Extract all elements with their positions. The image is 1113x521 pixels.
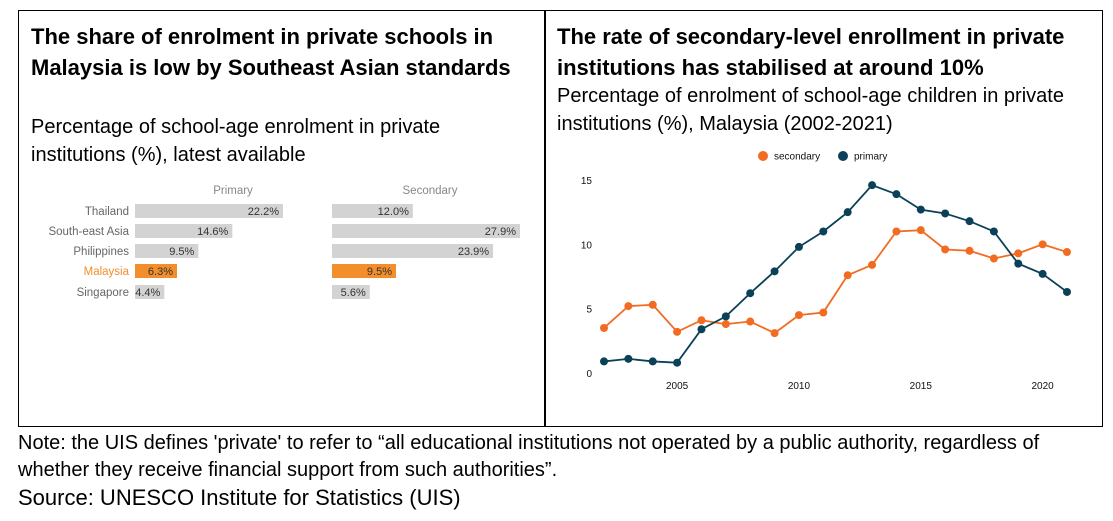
primary-point xyxy=(965,217,974,226)
secondary-point xyxy=(868,260,877,269)
primary-point xyxy=(819,227,828,236)
category-label: Malaysia xyxy=(84,266,130,278)
secondary-point xyxy=(843,271,852,280)
data-label: 4.4% xyxy=(135,287,160,299)
x-tick-label: 2010 xyxy=(788,381,811,392)
data-label: 9.5% xyxy=(169,246,194,258)
note-text: Note: the UIS defines 'private' to refer… xyxy=(18,432,1040,481)
secondary-point xyxy=(819,308,828,317)
bar xyxy=(332,244,494,258)
secondary-point xyxy=(916,226,925,235)
legend-marker xyxy=(838,151,848,161)
primary-point xyxy=(673,358,682,367)
panel-divider xyxy=(544,10,546,427)
bar xyxy=(135,204,283,218)
primary-point xyxy=(721,312,730,321)
y-tick-label: 5 xyxy=(586,305,592,316)
bar xyxy=(135,244,199,258)
secondary-point xyxy=(770,329,779,338)
data-label: 27.9% xyxy=(485,226,516,238)
data-label: 5.6% xyxy=(341,287,366,299)
secondary-point xyxy=(721,320,730,329)
bar xyxy=(332,285,370,299)
secondary-point xyxy=(989,254,998,263)
primary-point xyxy=(770,267,779,276)
right-panel-title: The rate of secondary-level enrollment i… xyxy=(557,24,1065,80)
secondary-point xyxy=(697,316,706,325)
primary-point xyxy=(600,357,608,366)
right-panel-subtitle: Percentage of enrolment of school-age ch… xyxy=(557,85,1064,135)
secondary-point xyxy=(892,227,901,236)
bar xyxy=(135,224,233,238)
bar xyxy=(332,264,397,278)
bar-chart: Thailand South-east Asia Philippines Malays… xyxy=(48,185,520,299)
primary-point xyxy=(916,205,925,214)
primary-point xyxy=(843,208,852,217)
category-label: Philippines xyxy=(73,246,129,258)
x-tick-label: 2015 xyxy=(910,381,933,392)
primary-point xyxy=(746,289,755,298)
legend-marker xyxy=(758,151,768,161)
bar xyxy=(332,204,413,218)
bar xyxy=(332,224,520,238)
category-label: South-east Asia xyxy=(48,226,129,238)
series-header: Secondary xyxy=(403,185,458,197)
secondary-point xyxy=(648,300,657,309)
primary-point xyxy=(697,325,706,334)
left-panel-subtitle: Percentage of school-age enrolment in pr… xyxy=(31,116,441,166)
secondary-point xyxy=(1063,248,1071,257)
bar xyxy=(135,264,177,278)
primary-point xyxy=(1014,259,1023,268)
secondary-point xyxy=(941,245,950,254)
legend-label: secondary xyxy=(774,152,820,163)
secondary-point xyxy=(600,323,608,332)
secondary-point xyxy=(1014,249,1023,258)
data-label: 12.0% xyxy=(378,206,409,218)
data-label: 6.3% xyxy=(148,266,173,278)
primary-point xyxy=(941,209,950,218)
primary-point xyxy=(892,190,901,199)
primary-point xyxy=(868,181,877,190)
category-label: Singapore xyxy=(77,287,129,299)
secondary-line xyxy=(603,229,1068,335)
y-tick-label: 0 xyxy=(586,369,592,380)
secondary-point xyxy=(1038,240,1047,249)
category-label: Thailand xyxy=(85,206,129,218)
y-tick-label: 15 xyxy=(581,176,593,187)
data-label: 22.2% xyxy=(248,206,279,218)
data-label: 14.6% xyxy=(197,226,228,238)
secondary-point xyxy=(965,246,974,255)
secondary-point xyxy=(746,317,755,326)
legend-label: primary xyxy=(854,152,887,163)
data-label: 23.9% xyxy=(458,246,489,258)
left-panel-title: The share of enrolment in private school… xyxy=(31,24,511,80)
line-chart: 0 5 10 15 2005 2010 2015 2020 secondary primary xyxy=(581,151,1071,392)
primary-point xyxy=(624,354,633,363)
primary-point xyxy=(794,242,803,251)
x-tick-label: 2020 xyxy=(1032,381,1055,392)
primary-point xyxy=(648,357,657,366)
primary-point xyxy=(989,227,998,236)
source-text: Source: UNESCO Institute for Statistics … xyxy=(18,485,461,510)
y-tick-label: 10 xyxy=(581,240,593,251)
series-header: Primary xyxy=(213,185,253,197)
figure-frame xyxy=(18,10,1103,427)
data-label: 9.5% xyxy=(367,266,392,278)
secondary-point xyxy=(794,311,803,320)
bar xyxy=(135,285,165,299)
primary-point xyxy=(1038,269,1047,278)
secondary-point xyxy=(673,327,682,336)
primary-line xyxy=(603,184,1068,364)
secondary-point xyxy=(624,302,633,311)
primary-point xyxy=(1063,287,1071,296)
x-tick-label: 2005 xyxy=(666,381,689,392)
